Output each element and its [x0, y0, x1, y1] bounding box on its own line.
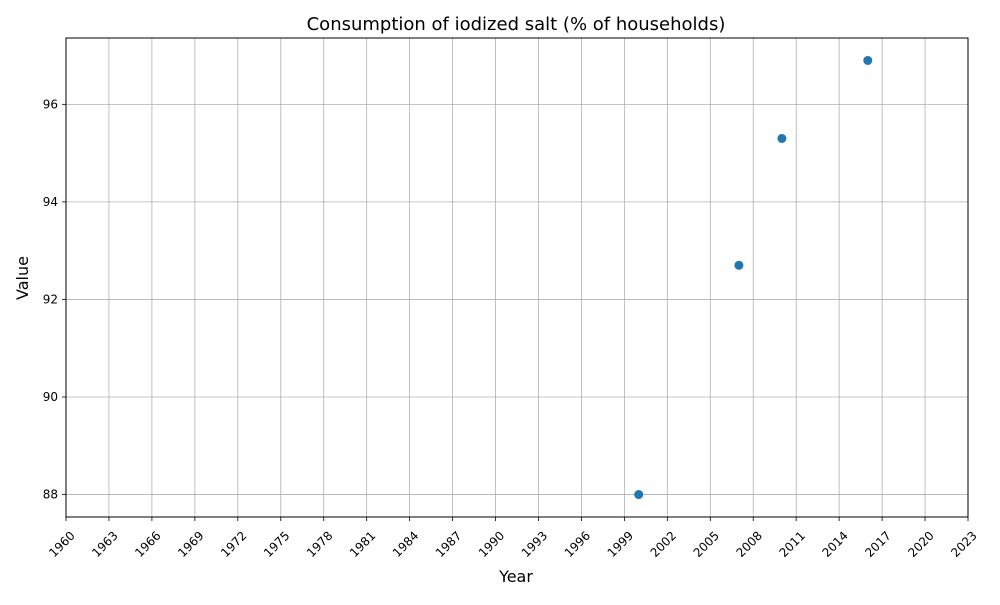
x-tick-label: 2014 — [819, 529, 850, 560]
data-point — [734, 260, 744, 270]
data-point — [634, 490, 644, 500]
y-tick-label: 94 — [43, 195, 58, 209]
x-tick-label: 1966 — [132, 529, 163, 560]
x-tick-label: 1978 — [304, 529, 335, 560]
data-point — [777, 133, 787, 143]
y-tick-label: 88 — [43, 488, 58, 502]
plot-frame — [65, 37, 969, 518]
x-tick-label: 1981 — [347, 529, 378, 560]
data-point — [863, 55, 873, 65]
x-tick-label: 2023 — [948, 529, 979, 560]
x-tick-label: 2020 — [905, 529, 936, 560]
x-tick-label: 1975 — [261, 529, 292, 560]
x-tick-label: 1987 — [433, 529, 464, 560]
x-axis-label: Year — [498, 567, 533, 586]
x-tick-label: 2011 — [776, 529, 807, 560]
y-tick-label: 90 — [43, 390, 58, 404]
x-tick-label: 1999 — [605, 529, 636, 560]
x-tick-label: 1972 — [218, 529, 249, 560]
x-tick-label: 2017 — [862, 529, 893, 560]
x-tick-label: 1984 — [390, 529, 421, 560]
x-tick-label: 1963 — [89, 529, 120, 560]
points-layer — [634, 55, 873, 500]
x-tick-label: 1993 — [519, 529, 550, 560]
chart-title: Consumption of iodized salt (% of househ… — [307, 14, 726, 35]
x-tick-label: 1996 — [562, 529, 593, 560]
y-tick-label: 92 — [43, 292, 58, 306]
x-tick-label: 2002 — [648, 529, 679, 560]
x-tick-label: 1969 — [175, 529, 206, 560]
x-tick-label: 2008 — [734, 529, 765, 560]
y-tick-label: 96 — [43, 97, 58, 111]
y-axis-label: Value — [13, 256, 32, 300]
x-tick-label: 1960 — [46, 529, 77, 560]
grid-layer — [65, 38, 969, 517]
x-tick-label: 1990 — [476, 529, 507, 560]
x-tick-label: 2005 — [691, 529, 722, 560]
